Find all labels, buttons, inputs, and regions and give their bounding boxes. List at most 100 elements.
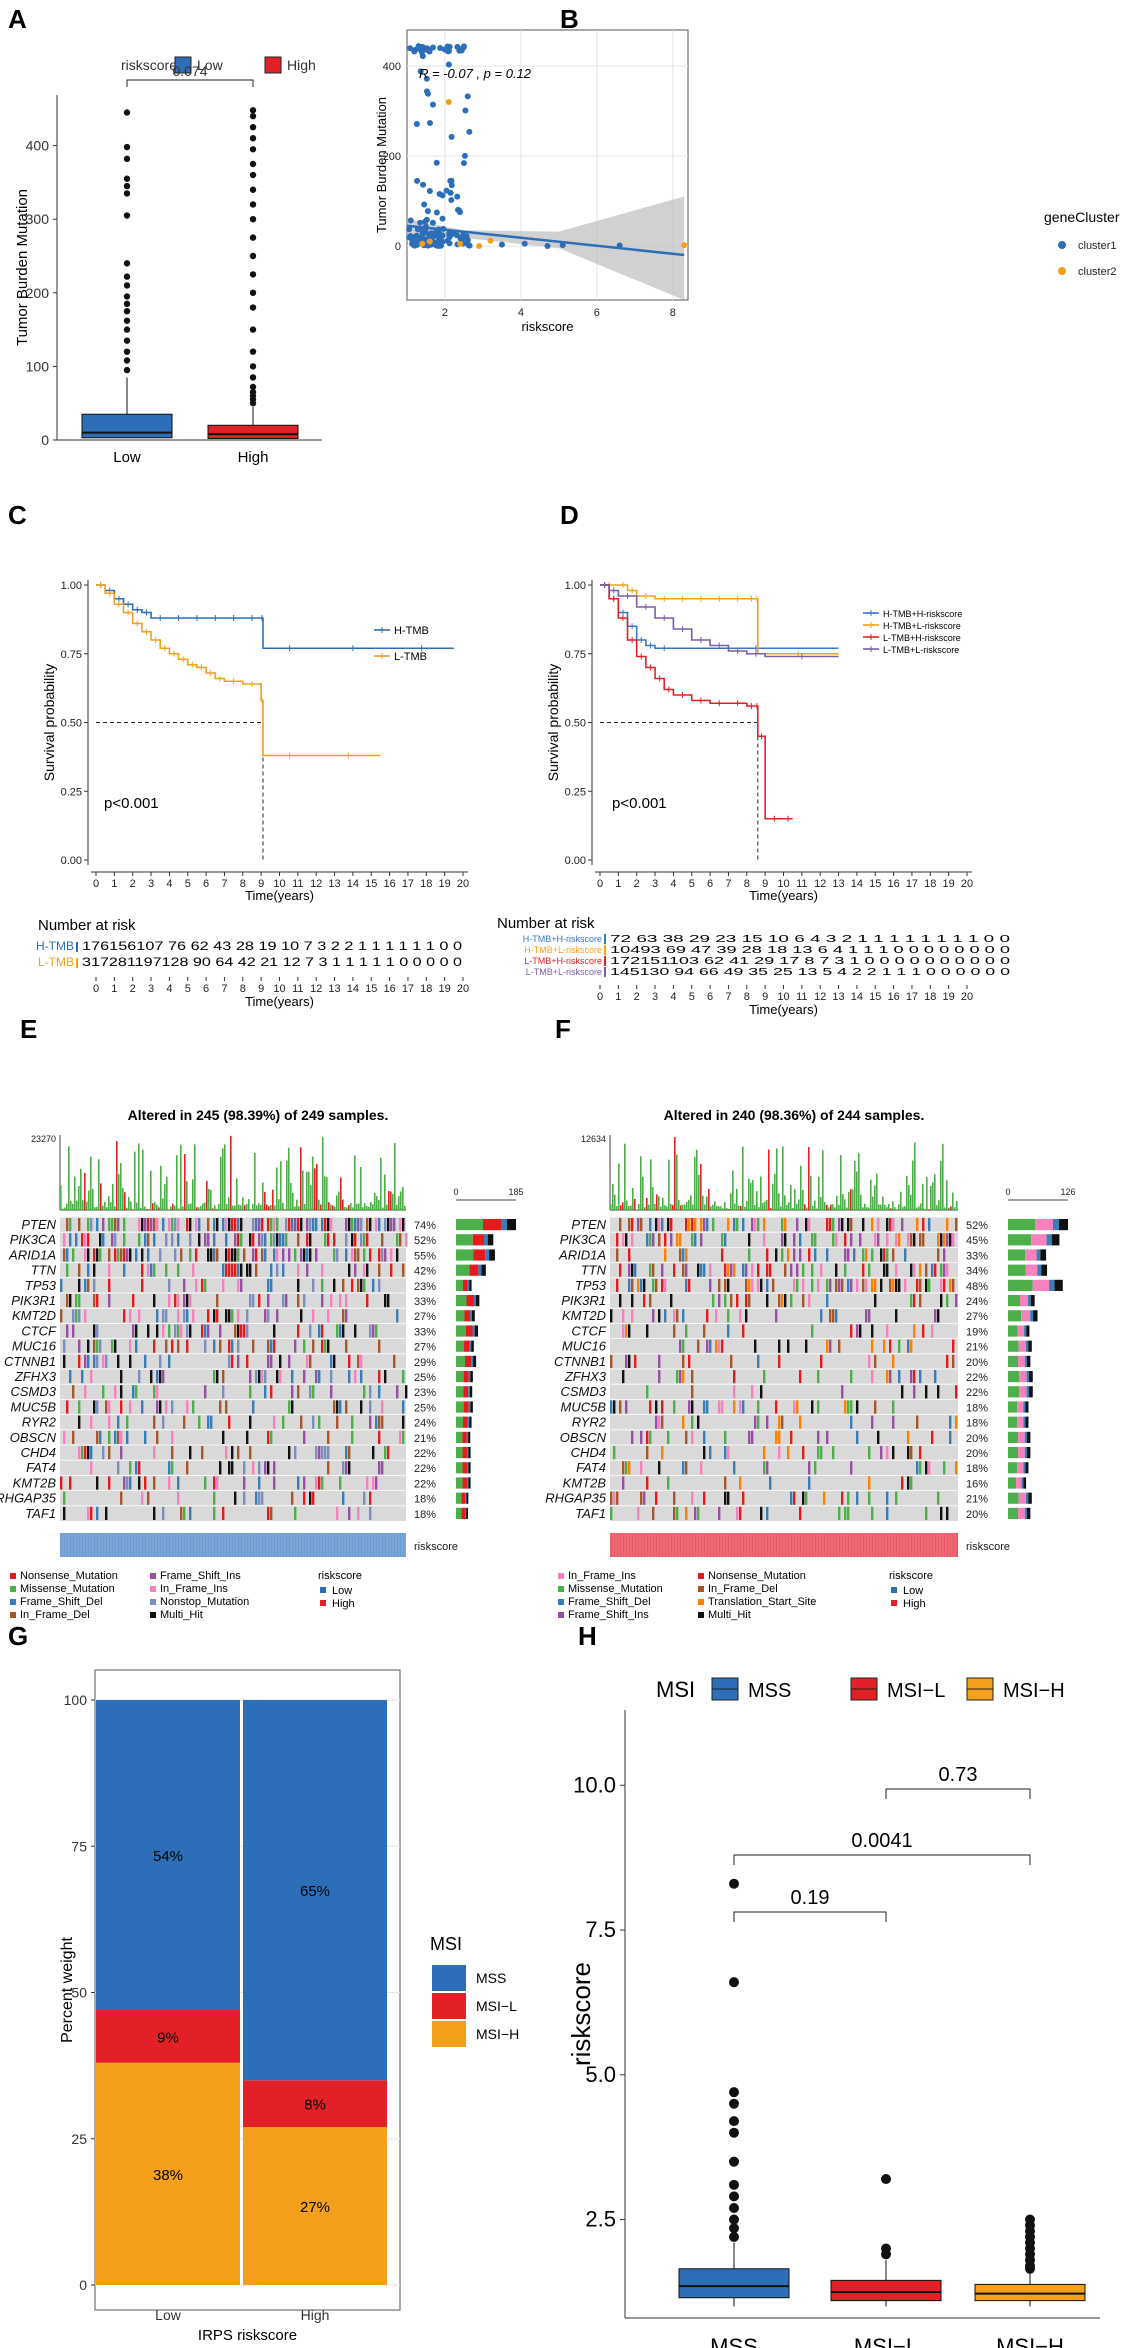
top-bar	[952, 1192, 954, 1210]
mutation-cell	[916, 1461, 919, 1475]
mutation-cell	[141, 1278, 144, 1292]
mutation-cell	[213, 1248, 216, 1262]
top-bar	[950, 1206, 952, 1210]
stacked-bar-segment	[243, 2080, 387, 2128]
side-bar-segment	[1027, 1447, 1031, 1459]
top-bar	[126, 1207, 128, 1210]
mutation-cell	[255, 1370, 258, 1384]
mutation-cell	[709, 1339, 712, 1353]
x-tick-label: 9	[762, 878, 768, 890]
mutation-cell	[871, 1324, 874, 1338]
mutation-cell	[66, 1218, 69, 1232]
side-bar-segment	[1054, 1279, 1063, 1291]
mutation-cell	[246, 1430, 249, 1444]
mutation-cell	[204, 1476, 207, 1490]
mutation-cell	[363, 1278, 366, 1292]
mutation-cell	[360, 1233, 363, 1247]
top-bar	[756, 1191, 758, 1210]
mutation-cell	[297, 1263, 300, 1277]
mutation-cell	[267, 1354, 270, 1368]
mutation-cell	[195, 1248, 198, 1262]
mutation-cell	[336, 1415, 339, 1429]
top-bar	[634, 1198, 636, 1210]
mutation-cell	[93, 1294, 96, 1308]
top-bar	[864, 1203, 866, 1210]
legend-item: In_Frame_Del	[20, 1609, 90, 1621]
outlier-point	[123, 337, 131, 344]
mutation-cell	[312, 1278, 315, 1292]
top-bar	[654, 1204, 656, 1210]
mutation-cell	[868, 1491, 871, 1505]
top-bar	[340, 1177, 342, 1210]
mutation-cell	[874, 1278, 877, 1292]
mutation-cell	[796, 1218, 799, 1232]
mutation-cell	[75, 1294, 78, 1308]
top-bar	[332, 1205, 334, 1210]
panel-label-h: H	[578, 1621, 597, 1651]
top-bar	[934, 1174, 936, 1210]
scatter-point	[407, 217, 414, 224]
mutation-cell	[886, 1218, 889, 1232]
gene-label: ARID1A	[558, 1247, 606, 1262]
scatter-point	[447, 189, 454, 196]
mutation-cell	[291, 1370, 294, 1384]
mutation-cell	[246, 1263, 249, 1277]
top-bar	[360, 1167, 362, 1210]
mutation-cell	[390, 1263, 393, 1277]
scatter-point	[559, 242, 566, 249]
mutation-cell	[144, 1476, 147, 1490]
mutation-cell	[93, 1263, 96, 1277]
mutation-cell	[240, 1278, 243, 1292]
legend-item: Nonsense_Mutation	[708, 1570, 806, 1582]
mutation-cell	[246, 1324, 249, 1338]
top-bar	[854, 1160, 856, 1210]
top-bar	[664, 1205, 666, 1210]
mutation-cell	[321, 1324, 324, 1338]
mutation-cell	[204, 1233, 207, 1247]
box	[207, 424, 299, 440]
top-bar	[76, 1200, 78, 1210]
mutation-cell	[646, 1385, 649, 1399]
mutation-cell	[198, 1233, 201, 1247]
mutation-cell	[303, 1476, 306, 1490]
mutation-cell	[613, 1446, 616, 1460]
top-bar	[90, 1156, 92, 1210]
legend-item: H-TMB+L-riskscore	[883, 621, 961, 631]
x-axis-label: riskscore	[521, 319, 573, 334]
top-bar	[610, 1204, 612, 1210]
top-bar	[306, 1171, 308, 1210]
mutation-cell	[817, 1400, 820, 1414]
mutation-cell	[901, 1218, 904, 1232]
risk-x-tick-label: 20	[457, 983, 469, 995]
top-bar	[210, 1189, 212, 1210]
top-bar	[670, 1203, 672, 1210]
mutation-cell	[697, 1263, 700, 1277]
side-bar-segment	[468, 1371, 471, 1383]
mutation-cell	[778, 1294, 781, 1308]
scatter-point	[426, 238, 433, 245]
mutation-cell	[255, 1491, 258, 1505]
mutation-cell	[628, 1248, 631, 1262]
percent-label: 19%	[966, 1326, 988, 1338]
percent-label: 22%	[966, 1372, 988, 1384]
mutation-cell	[240, 1263, 243, 1277]
side-bar-segment	[1023, 1462, 1026, 1474]
mutation-cell	[790, 1491, 793, 1505]
mutation-cell	[171, 1400, 174, 1414]
top-bar	[286, 1160, 288, 1210]
top-bar	[284, 1209, 286, 1210]
mutation-cell	[300, 1415, 303, 1429]
mutation-cell	[748, 1278, 751, 1292]
risk-x-tick-label: 0	[597, 991, 603, 1003]
top-bar	[642, 1176, 644, 1210]
top-bar	[866, 1207, 868, 1210]
risk-legend-swatch	[891, 1587, 897, 1593]
scatter-point	[426, 187, 433, 194]
mutation-cell	[324, 1218, 327, 1232]
scatter-point	[454, 43, 461, 50]
mutation-cell	[925, 1506, 928, 1520]
mutation-cell	[228, 1218, 231, 1232]
mutation-cell	[348, 1461, 351, 1475]
top-bar	[706, 1196, 708, 1210]
mutation-cell	[213, 1506, 216, 1520]
